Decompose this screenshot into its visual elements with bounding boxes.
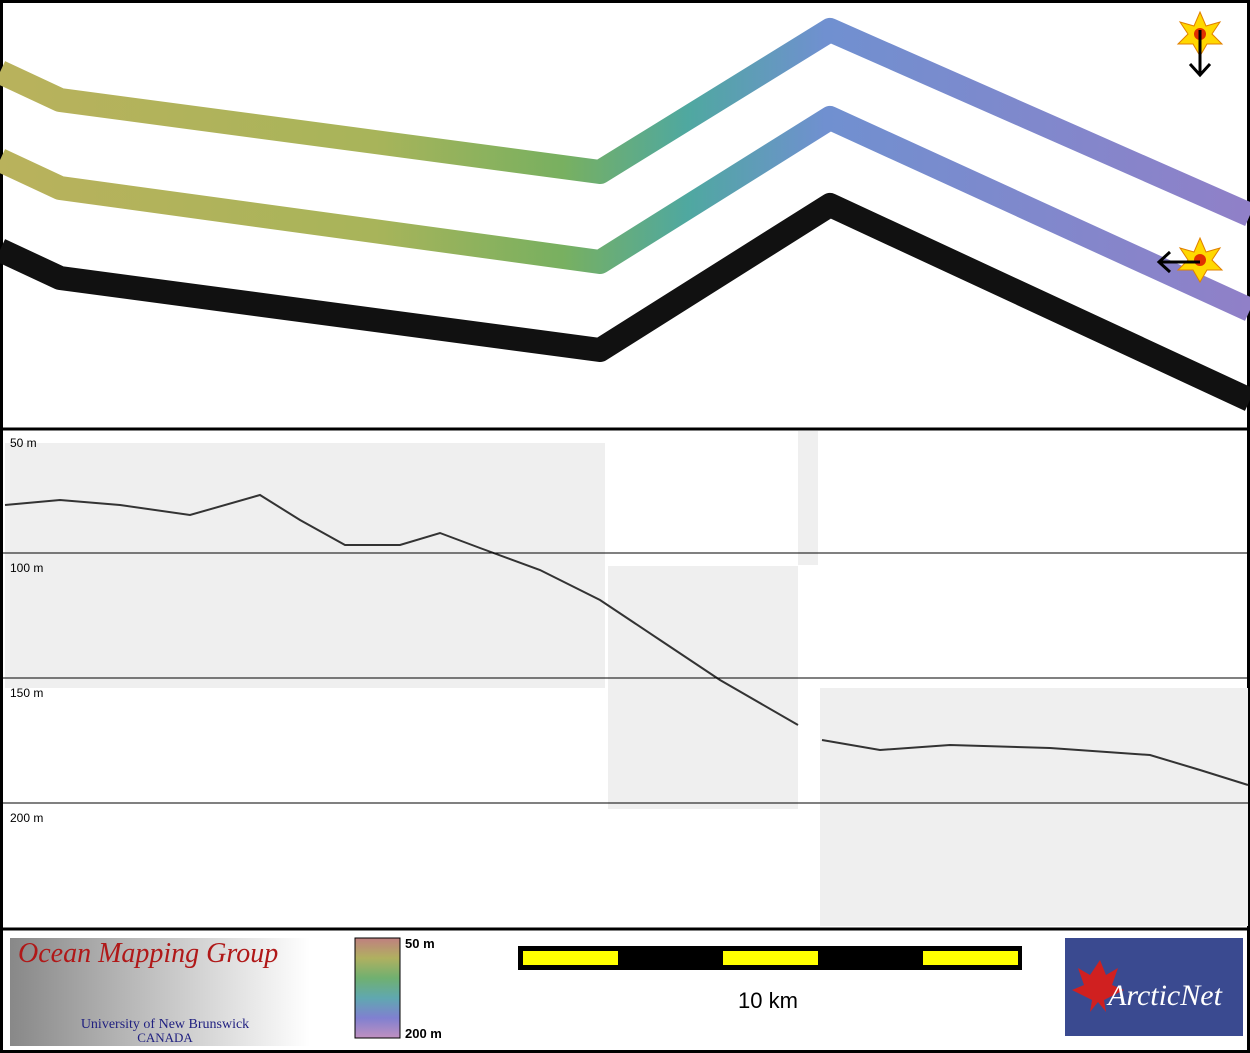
seafloor-profile xyxy=(4,493,799,726)
sun-icons xyxy=(1156,10,1224,283)
swath-bathymetry xyxy=(0,18,1250,226)
profile-blocks xyxy=(5,431,1248,926)
scale-bar xyxy=(518,946,1022,970)
logo-line: CANADA xyxy=(137,1030,193,1045)
depth-label: 100 m xyxy=(10,561,43,575)
arrow xyxy=(1188,30,1212,78)
depth-label: 150 m xyxy=(10,686,43,700)
omg-logo xyxy=(10,938,310,1046)
profile-block xyxy=(820,688,1248,926)
scale-segment xyxy=(923,951,1018,965)
partner-name: ArcticNet xyxy=(1106,979,1223,1012)
colorbar-label: 200 m xyxy=(405,1026,442,1041)
profile-block xyxy=(798,431,818,565)
seafloor xyxy=(4,493,1249,786)
swath-backscatter xyxy=(0,193,1250,411)
profile-block xyxy=(5,443,605,688)
logo-title: Ocean Mapping Group xyxy=(18,938,278,969)
depth-label: 50 m xyxy=(10,436,37,450)
colorbar-label: 50 m xyxy=(405,936,435,951)
depth-label: 200 m xyxy=(10,811,43,825)
logo-line: University of New Brunswick xyxy=(81,1017,249,1032)
seafloor-profile xyxy=(821,739,1249,786)
swaths xyxy=(0,18,1250,411)
scale-segment xyxy=(523,951,618,965)
colorbar xyxy=(354,937,401,1039)
maple-leaf xyxy=(1072,960,1124,1012)
scale-segment xyxy=(723,951,818,965)
swath-bathymetry-2 xyxy=(0,106,1250,321)
depth-lines xyxy=(0,552,1250,804)
scale-label: 10 km xyxy=(738,988,798,1013)
profile-block xyxy=(608,566,798,809)
sun-core xyxy=(1194,254,1206,266)
arrow xyxy=(1156,250,1200,274)
